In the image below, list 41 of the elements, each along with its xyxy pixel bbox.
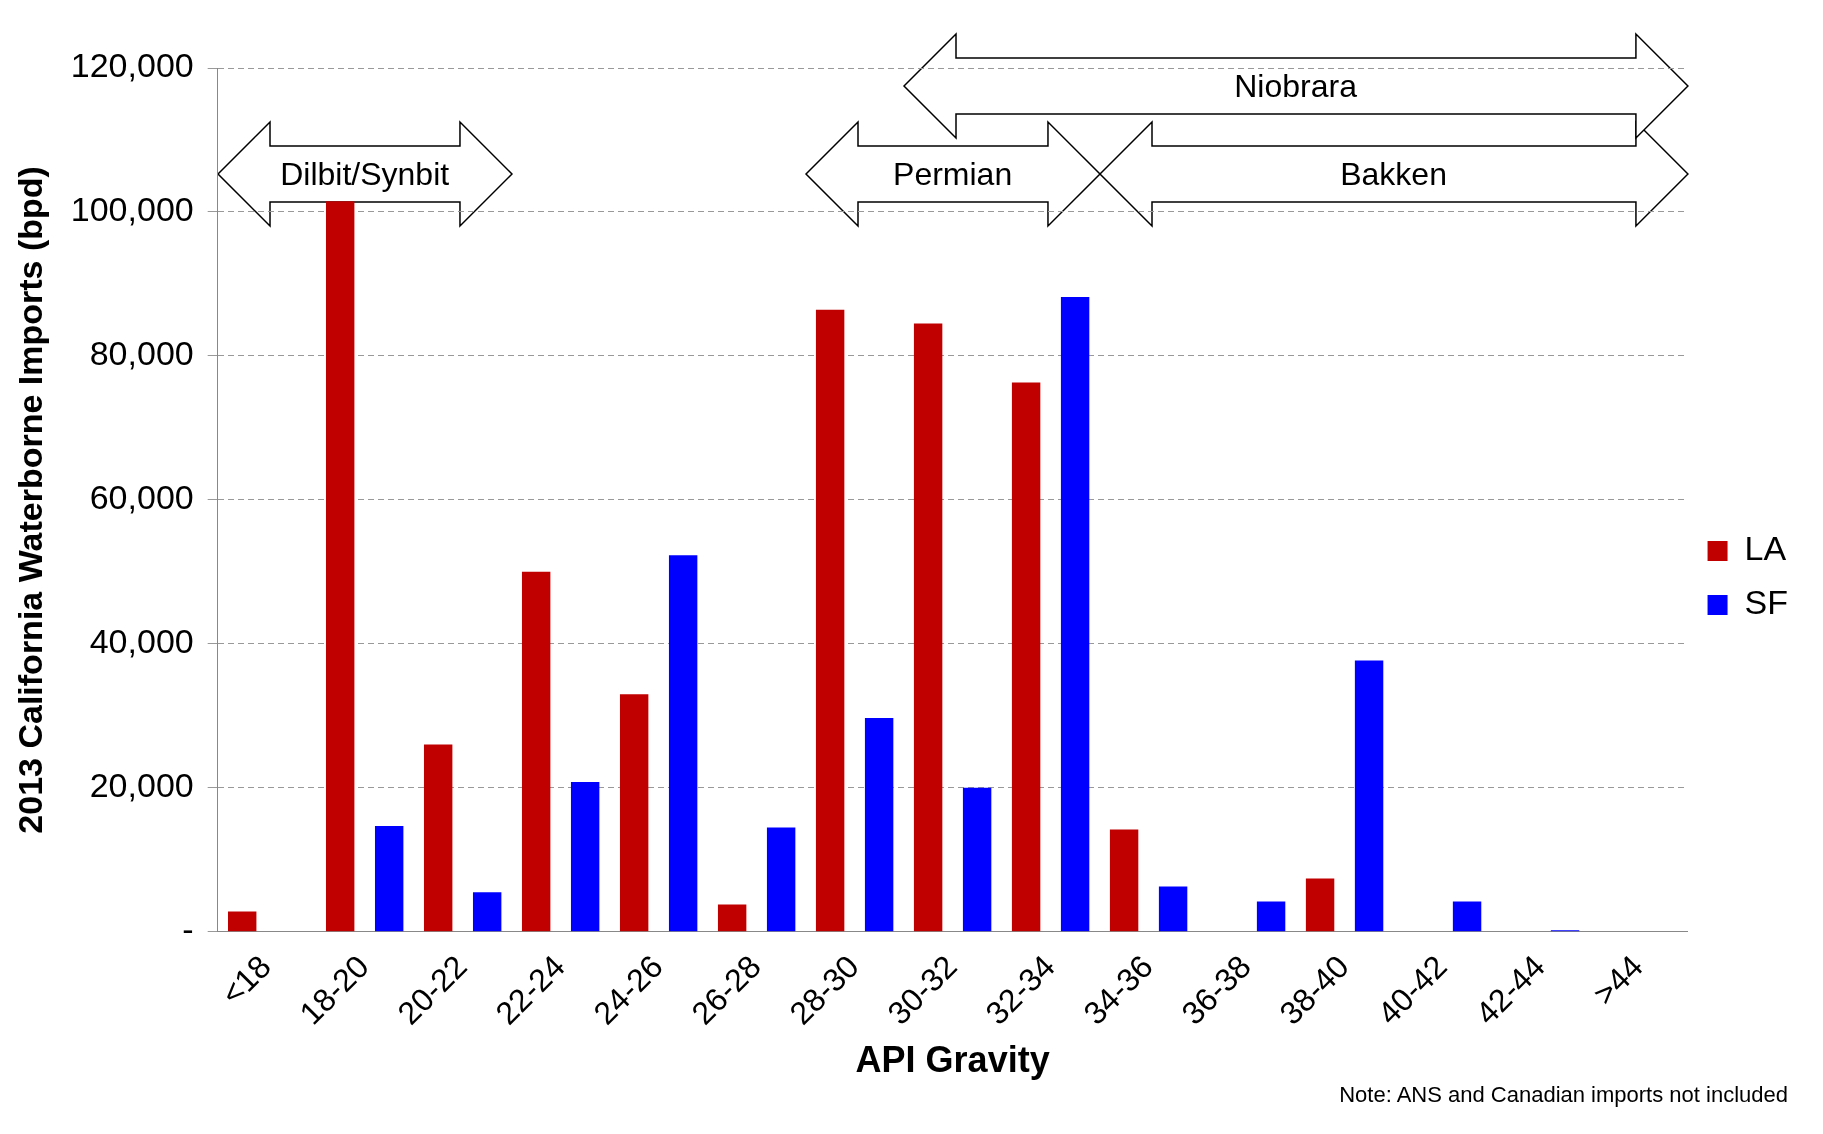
bar: [374, 825, 404, 932]
y-tick-label: 120,000: [70, 46, 194, 85]
bar: [570, 782, 600, 932]
y-axis-title: 2013 California Waterborne Imports (bpd): [10, 166, 49, 834]
y-tick-label: 20,000: [89, 766, 194, 805]
legend-label: SF: [1744, 583, 1789, 622]
annotation: Bakken: [1340, 156, 1447, 192]
x-tick-label: >44: [1585, 948, 1650, 1012]
bar: [1060, 296, 1090, 932]
bar: [1305, 878, 1335, 932]
bar: [913, 323, 943, 932]
y-tick-label: 40,000: [89, 622, 194, 661]
x-tick-label: <18: [214, 948, 278, 1012]
y-tick-label: 80,000: [89, 334, 194, 373]
bar: [962, 787, 992, 932]
bar: [815, 309, 845, 932]
bar: [1011, 382, 1041, 932]
bar: [1354, 660, 1384, 932]
y-tick-label: 100,000: [70, 190, 194, 229]
annotation: Permian: [893, 156, 1013, 192]
bar: [423, 744, 453, 932]
text: Note: ANS and Canadian imports not included: [1338, 1082, 1789, 1108]
bar: [766, 827, 796, 932]
bar: [1452, 901, 1482, 932]
bar: [325, 201, 355, 932]
bar: [521, 571, 551, 932]
annotation: Dilbit/Synbit: [280, 156, 450, 192]
bar: [472, 892, 502, 932]
x-axis-title: API Gravity: [855, 1039, 1050, 1081]
bar: [668, 555, 698, 932]
y-tick-label: 60,000: [89, 478, 194, 517]
bar: [1256, 901, 1286, 932]
bar: [1109, 829, 1139, 932]
bar: [227, 911, 257, 932]
bar: [619, 694, 649, 932]
annotation: Niobrara: [1234, 68, 1357, 104]
y-tick-label: -: [182, 910, 194, 949]
bar: [864, 717, 894, 932]
legend-label: LA: [1744, 529, 1787, 568]
bar: [717, 904, 747, 932]
bar: [1158, 886, 1188, 932]
